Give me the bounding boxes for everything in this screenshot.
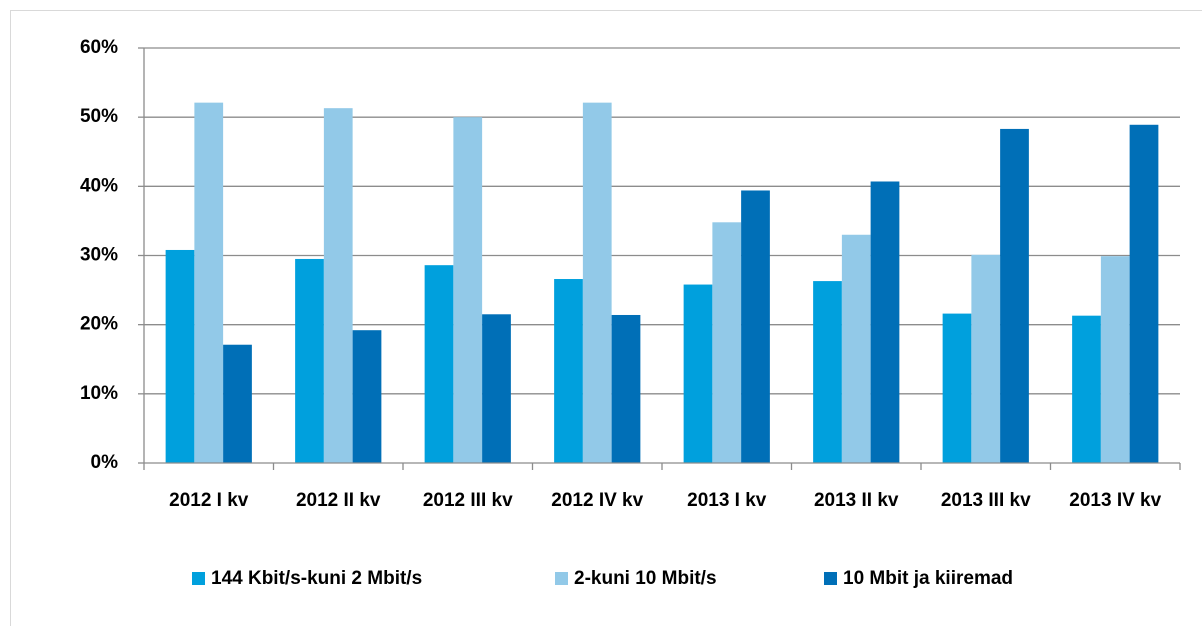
bar bbox=[295, 258, 324, 463]
bar bbox=[554, 279, 583, 463]
legend-swatch bbox=[555, 572, 568, 585]
x-tick-label: 2012 III kv bbox=[423, 490, 513, 511]
x-tick-label: 2012 IV kv bbox=[551, 490, 643, 511]
legend-label: 2-kuni 10 Mbit/s bbox=[574, 568, 717, 589]
x-tick-label: 2012 I kv bbox=[169, 490, 249, 511]
bar bbox=[683, 284, 713, 463]
bar bbox=[424, 265, 454, 463]
x-tick-label: 2013 I kv bbox=[687, 490, 767, 511]
y-tick-label: 50% bbox=[80, 106, 118, 127]
bar bbox=[813, 281, 842, 463]
y-tick-label: 30% bbox=[80, 245, 118, 266]
bar bbox=[942, 313, 972, 463]
bar bbox=[194, 102, 224, 464]
bar bbox=[165, 249, 195, 463]
bar bbox=[323, 108, 353, 464]
legend-label: 10 Mbit ja kiiremad bbox=[843, 568, 1013, 589]
bar bbox=[870, 181, 900, 463]
legend-swatch bbox=[192, 572, 205, 585]
bar bbox=[482, 314, 511, 463]
bar bbox=[453, 117, 483, 464]
x-tick-label: 2012 II kv bbox=[296, 490, 381, 511]
legend-label: 144 Kbit/s-kuni 2 Mbit/s bbox=[211, 568, 422, 589]
y-tick-label: 60% bbox=[80, 37, 118, 58]
x-tick-label: 2013 III kv bbox=[941, 490, 1031, 511]
x-tick-label: 2013 IV kv bbox=[1069, 490, 1161, 511]
bar bbox=[352, 330, 382, 463]
bar bbox=[582, 102, 612, 464]
bar bbox=[1129, 124, 1159, 464]
y-tick-label: 40% bbox=[80, 175, 118, 196]
bar bbox=[1100, 256, 1130, 463]
bar bbox=[841, 234, 871, 463]
chart-frame bbox=[10, 10, 1202, 626]
bar bbox=[971, 254, 1001, 463]
bar bbox=[712, 222, 742, 463]
legend-swatch bbox=[824, 572, 837, 585]
bar bbox=[1072, 315, 1101, 463]
bar bbox=[741, 190, 770, 463]
y-tick-label: 10% bbox=[80, 383, 118, 404]
y-tick-label: 20% bbox=[80, 314, 118, 335]
x-tick-label: 2013 II kv bbox=[814, 490, 899, 511]
bar bbox=[223, 344, 252, 463]
y-tick-label: 0% bbox=[91, 452, 119, 473]
bar bbox=[611, 314, 641, 463]
bar bbox=[1000, 128, 1029, 464]
